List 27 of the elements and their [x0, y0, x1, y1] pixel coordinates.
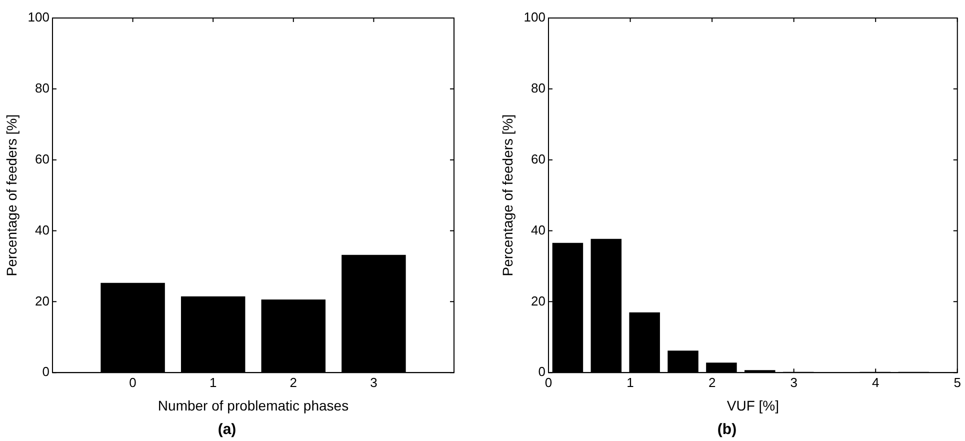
y-axis-title: Percentage of feeders [%]	[3, 114, 20, 276]
y-tick-label: 0	[538, 364, 546, 380]
y-tick-label: 60	[531, 151, 546, 166]
text: (a)	[218, 421, 236, 438]
y-tick-label: 60	[35, 151, 50, 166]
y-tick-label: 100	[28, 10, 50, 25]
y-tick-label: 20	[531, 293, 546, 308]
y-tick-label: 100	[524, 10, 546, 25]
x-axis-title: Number of problematic phases	[158, 397, 349, 414]
y-tick-label: 20	[35, 293, 50, 308]
x-tick-label: 3	[370, 374, 378, 390]
x-tick-label: 5	[954, 374, 961, 390]
x-axis-title: VUF [%]	[726, 397, 779, 414]
y-tick-label: 80	[35, 80, 50, 96]
x-tick-label: 1	[626, 374, 634, 390]
y-tick-label: 80	[531, 80, 546, 96]
x-tick-label: 2	[290, 374, 298, 390]
text: (b)	[717, 421, 737, 438]
y-tick-label: 40	[531, 222, 546, 238]
x-tick-label: 2	[708, 374, 716, 390]
x-tick-label: 3	[790, 374, 798, 390]
x-tick-label: 0	[129, 374, 136, 390]
y-tick-label: 40	[35, 222, 50, 238]
y-axis-title: Percentage of feeders [%]	[499, 114, 516, 276]
y-tick-label: 0	[42, 364, 50, 380]
x-tick-label: 1	[209, 374, 217, 390]
x-tick-label: 4	[872, 374, 880, 390]
